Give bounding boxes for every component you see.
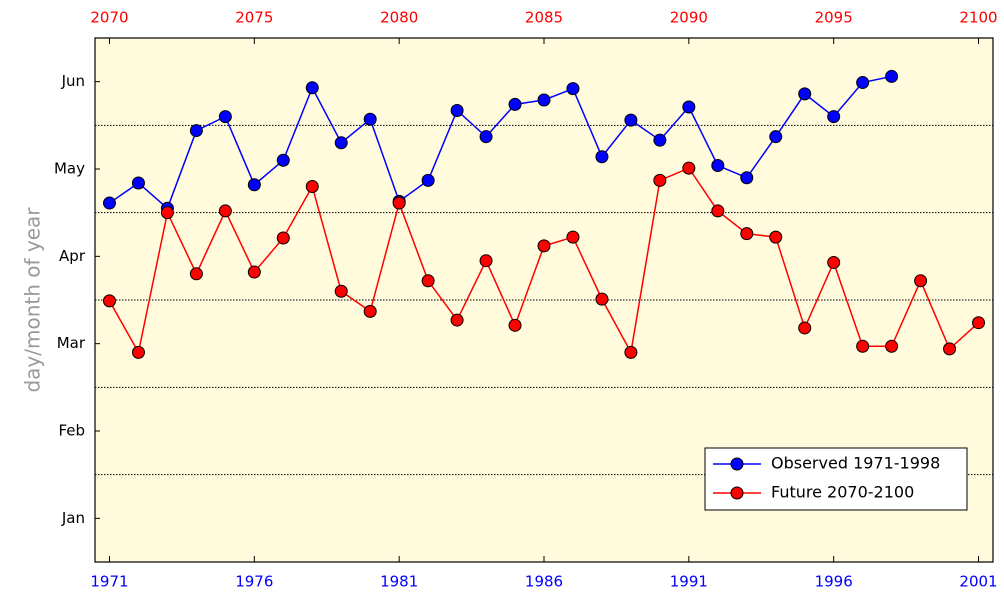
data-point — [740, 227, 754, 241]
y-tick-label: Feb — [58, 422, 85, 440]
x2-tick-label: 2095 — [815, 9, 853, 27]
x-tick-label: 1981 — [380, 573, 418, 591]
x2-tick-label: 2085 — [525, 9, 563, 27]
data-point — [421, 274, 435, 288]
data-point — [624, 345, 638, 359]
data-point — [479, 130, 493, 144]
data-point — [537, 93, 551, 107]
data-point — [595, 150, 609, 164]
legend-marker — [730, 457, 744, 471]
series-line — [109, 75, 892, 210]
data-point — [189, 124, 203, 138]
data-point — [827, 255, 841, 269]
data-point — [653, 133, 667, 147]
data-point — [363, 304, 377, 318]
data-point — [595, 292, 609, 306]
x2-tick-label: 2070 — [90, 9, 128, 27]
data-point — [653, 173, 667, 187]
y-tick-label: Jan — [61, 509, 85, 527]
x-tick-label: 1971 — [90, 573, 128, 591]
legend-label: Observed 1971-1998 — [771, 454, 940, 473]
legend-box — [704, 447, 968, 511]
data-point — [218, 204, 232, 218]
data-point — [885, 69, 899, 83]
data-point — [856, 76, 870, 90]
data-point — [856, 339, 870, 353]
x2-tick-label: 2075 — [235, 9, 273, 27]
x2-tick-label: 2080 — [380, 9, 418, 27]
data-point — [305, 179, 319, 193]
y-tick-label: Apr — [59, 247, 86, 265]
data-point — [247, 178, 261, 192]
x-tick-label: 1996 — [815, 573, 853, 591]
data-point — [566, 230, 580, 244]
data-point — [827, 110, 841, 124]
data-point — [624, 113, 638, 127]
x-tick-label: 1976 — [235, 573, 273, 591]
data-point — [392, 196, 406, 210]
data-point — [885, 339, 899, 353]
x2-tick-label: 2100 — [959, 9, 997, 27]
x2-tick-label: 2090 — [670, 9, 708, 27]
data-point — [450, 103, 464, 117]
data-point — [479, 254, 493, 268]
y-tick-label: Mar — [57, 334, 86, 352]
data-point — [450, 313, 464, 327]
legend-label: Future 2070-2100 — [771, 483, 914, 502]
data-point — [334, 136, 348, 150]
data-point — [160, 206, 174, 220]
data-point — [276, 231, 290, 245]
data-point — [189, 267, 203, 281]
data-point — [682, 161, 696, 175]
data-point — [769, 230, 783, 244]
data-point — [740, 171, 754, 185]
data-point — [421, 173, 435, 187]
data-point — [218, 110, 232, 124]
data-point — [508, 97, 522, 111]
data-point — [537, 239, 551, 253]
legend-marker — [730, 486, 744, 500]
plot-frame — [94, 37, 994, 563]
data-point — [247, 265, 261, 279]
data-point — [798, 321, 812, 335]
data-point — [682, 100, 696, 114]
data-point — [334, 284, 348, 298]
data-point — [769, 130, 783, 144]
data-point — [914, 274, 928, 288]
data-point — [131, 176, 145, 190]
data-point — [566, 82, 580, 96]
data-point — [276, 153, 290, 167]
x-tick-label: 1991 — [670, 573, 708, 591]
data-point — [711, 159, 725, 173]
x-tick-label: 2001 — [959, 573, 997, 591]
y-tick-label: Jun — [61, 72, 85, 90]
y-axis-label: day/month of year — [21, 207, 45, 393]
data-point — [363, 112, 377, 126]
data-point — [305, 81, 319, 95]
data-point — [102, 196, 116, 210]
y-tick-label: May — [54, 160, 85, 178]
x-tick-label: 1986 — [525, 573, 563, 591]
data-point — [102, 294, 116, 308]
data-point — [943, 342, 957, 356]
data-point — [711, 204, 725, 218]
data-point — [798, 87, 812, 101]
data-point — [508, 318, 522, 332]
data-point — [972, 316, 986, 330]
data-point — [131, 345, 145, 359]
